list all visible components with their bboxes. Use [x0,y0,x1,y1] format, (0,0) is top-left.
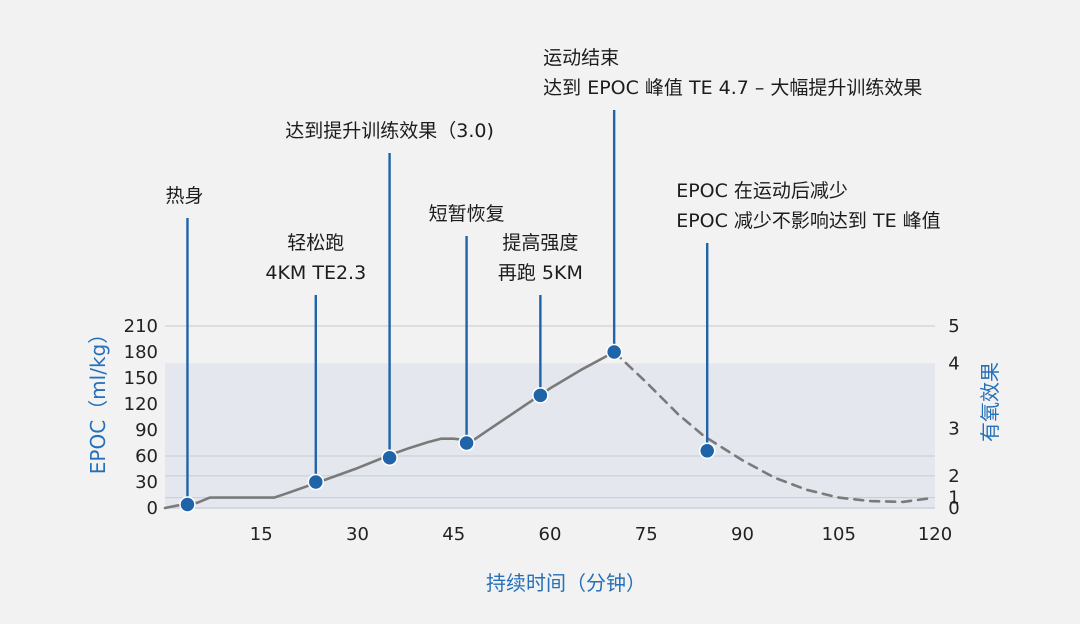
y-tick-label: 120 [124,394,158,415]
y-tick-label: 150 [124,368,158,389]
y2-tick-label: 1 [948,488,959,509]
x-tick-label: 30 [346,524,369,545]
y2-tick-label: 2 [948,466,959,487]
y-tick-label: 0 [147,498,158,519]
event-label: 再跑 5KM [498,262,583,284]
shaded-region [165,363,935,508]
y-tick-label: 30 [135,472,158,493]
event-dot [698,442,716,460]
event-label: EPOC 减少不影响达到 TE 峰值 [676,210,940,232]
event-dot [307,473,325,491]
y-tick-label: 60 [135,446,158,467]
event-label: 运动结束 [543,47,619,69]
event-label: 达到 EPOC 峰值 TE 4.7 – 大幅提升训练效果 [543,77,922,99]
y2-tick-label: 3 [948,418,959,439]
x-tick-label: 105 [822,524,856,545]
x-tick-label: 60 [539,524,562,545]
y2-tick-label: 4 [948,353,959,374]
y-tick-label: 210 [124,316,158,337]
x-tick-label: 75 [635,524,658,545]
event-dot [532,387,549,404]
event-label: 提高强度 [502,232,578,254]
event-label: 热身 [165,185,203,207]
event-label: 达到提升训练效果（3.0) [285,120,494,142]
y-axis-title: EPOC（ml/kg） [86,324,110,474]
x-axis-title: 持续时间（分钟） [486,571,646,595]
event-dot [179,496,196,513]
event-label: 4KM TE2.3 [265,262,366,284]
x-tick-label: 45 [442,524,465,545]
x-tick-label: 15 [250,524,273,545]
event-dot [605,343,623,361]
y-tick-label: 180 [124,342,158,363]
event-label: 短暂恢复 [429,203,505,225]
y-tick-label: 90 [135,420,158,441]
event-label: 轻松跑 [287,232,344,254]
epoc-curve [163,350,616,510]
y2-tick-label: 0 [948,498,959,519]
event-dot [458,434,475,452]
x-tick-label: 120 [918,524,952,545]
y2-tick-label: 5 [948,316,959,337]
x-tick-label: 90 [731,524,754,545]
event-dot [381,449,398,466]
y2-axis-title: 有氧效果 [978,362,1002,442]
event-label: EPOC 在运动后减少 [676,180,848,202]
